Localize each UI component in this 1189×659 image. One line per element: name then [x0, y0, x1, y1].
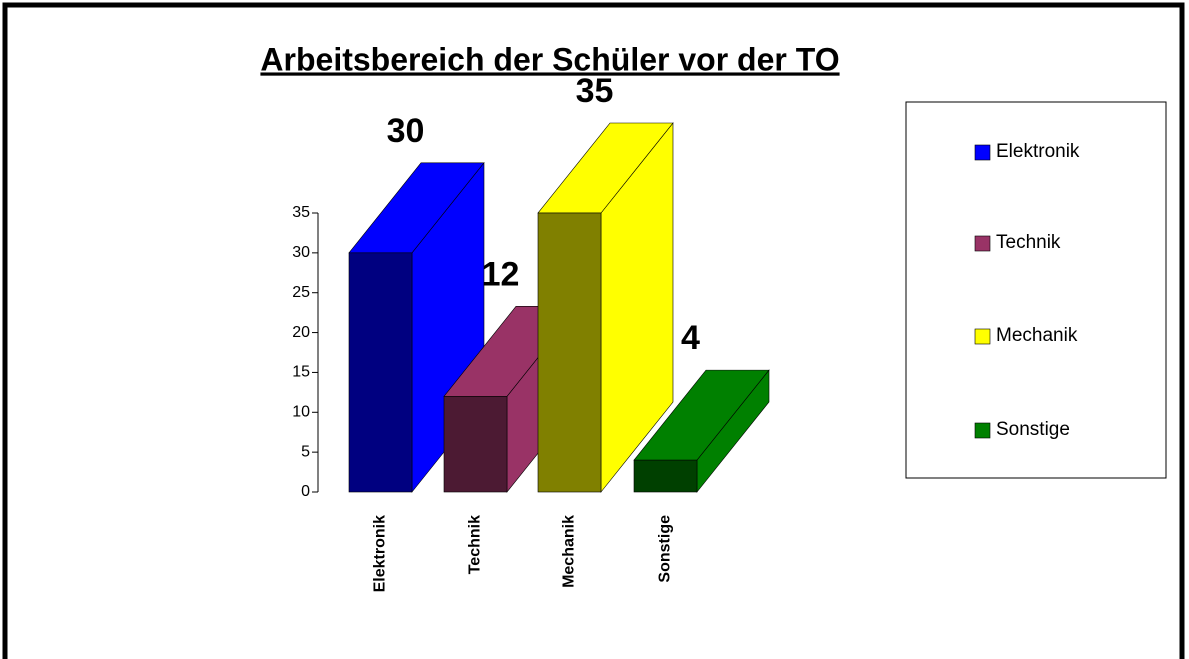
y-tick-label: 5	[301, 443, 310, 460]
bar	[443, 396, 508, 493]
bar	[633, 459, 698, 493]
x-tick-label: Elektronik	[372, 515, 389, 592]
y-tick-label: 30	[292, 244, 310, 261]
legend-swatch	[974, 328, 991, 345]
x-tick-label: Sonstige	[657, 515, 674, 583]
y-tick-label: 15	[292, 364, 310, 381]
y-tick-label: 20	[292, 324, 310, 341]
legend-label: Mechanik	[996, 325, 1078, 346]
data-label: 30	[387, 112, 425, 150]
legend-box	[905, 101, 1167, 479]
data-label: 12	[482, 255, 520, 293]
y-tick-label: 25	[292, 284, 310, 301]
legend-label: Sonstige	[996, 419, 1070, 440]
data-label: 35	[576, 72, 614, 110]
bar	[348, 252, 413, 493]
x-tick-label: Mechanik	[561, 515, 578, 588]
legend-label: Technik	[996, 232, 1061, 253]
legend-swatch	[974, 235, 991, 252]
bar	[537, 212, 602, 493]
chart-title: Arbeitsbereich der Schüler vor der TO	[260, 41, 839, 77]
data-label: 4	[681, 319, 700, 357]
y-tick-label: 10	[292, 404, 310, 421]
legend-swatch	[974, 422, 991, 439]
legend-label: Elektronik	[996, 141, 1080, 162]
y-tick-label: 35	[292, 204, 310, 221]
x-tick-label: Technik	[467, 515, 484, 574]
legend-swatch	[974, 144, 991, 161]
y-tick-label: 0	[301, 483, 310, 500]
